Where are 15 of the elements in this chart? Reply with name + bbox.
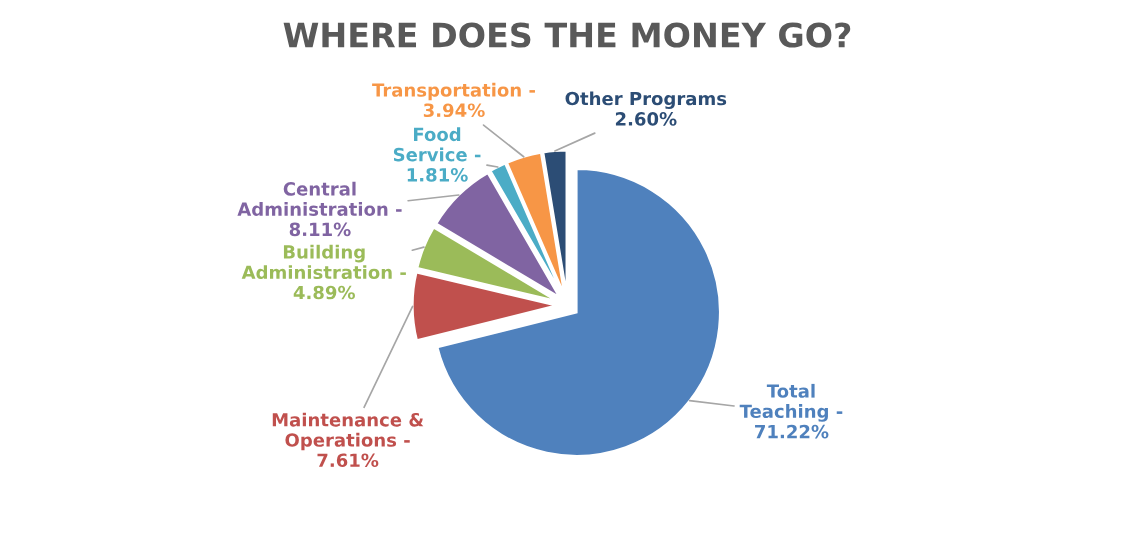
- data-label: 7.61%: [317, 453, 379, 468]
- slice-label: Other Programs: [565, 91, 727, 109]
- data-label: 4.89%: [293, 285, 355, 300]
- data-label: 3.94%: [423, 103, 485, 118]
- data-label: 8.11%: [289, 222, 351, 237]
- data-label: 2.60%: [615, 112, 677, 126]
- data-label: 71.22%: [755, 424, 829, 439]
- slice-label: Food Service -: [393, 127, 481, 162]
- data-label: 1.81%: [407, 168, 468, 182]
- chart-title: WHERE DOES THE MONEY GO?: [283, 22, 851, 48]
- slice-label: Transportation -: [372, 82, 535, 101]
- slice-label: Maintenance & Operations -: [272, 412, 424, 451]
- slice-label: Central Administration -: [237, 181, 402, 216]
- slice-label: Building Administration -: [241, 244, 406, 280]
- slice-label: Total Teaching -: [739, 383, 843, 422]
